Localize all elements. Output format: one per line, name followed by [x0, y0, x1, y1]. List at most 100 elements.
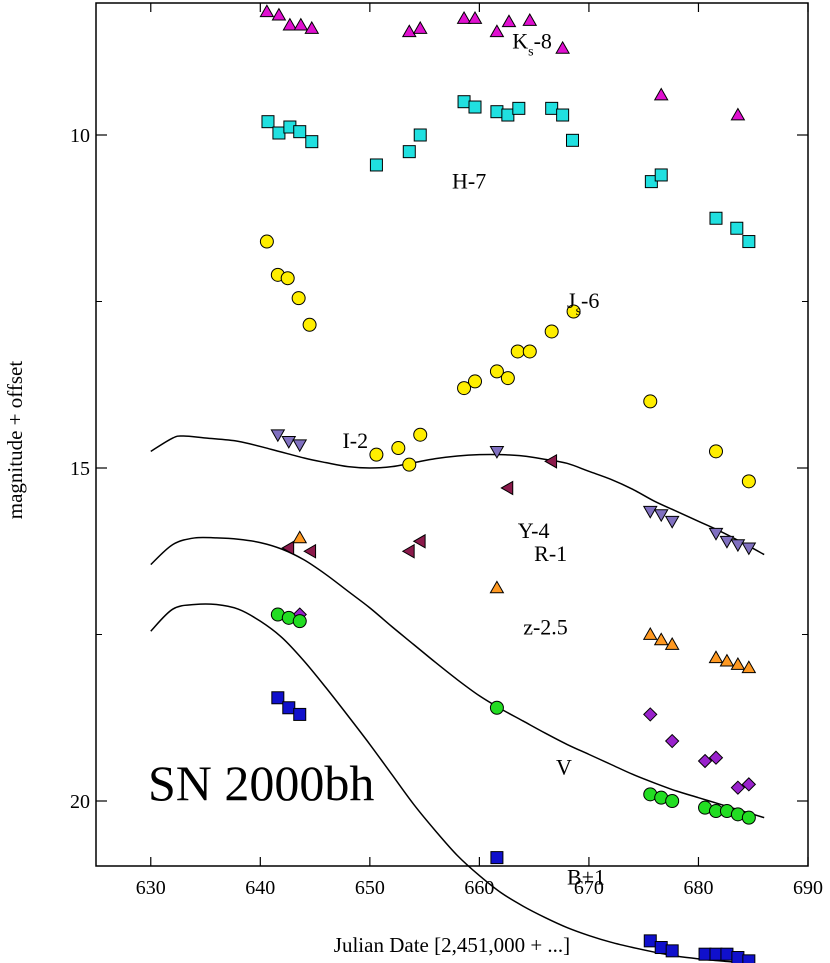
- data-point: [643, 394, 658, 409]
- data-point: [402, 145, 416, 159]
- y-axis-title: magnitude + offset: [3, 361, 27, 520]
- data-point: [730, 539, 746, 553]
- data-point: [292, 530, 308, 544]
- data-point: [500, 480, 514, 496]
- data-point: [468, 374, 483, 389]
- data-point: [731, 951, 745, 963]
- data-point: [413, 128, 427, 142]
- data-point: [501, 108, 515, 122]
- template-curves: [150, 435, 765, 963]
- data-point: [664, 733, 680, 749]
- data-point: [303, 543, 317, 559]
- data-point: [512, 101, 526, 115]
- data-point: [401, 543, 415, 559]
- data-point: [544, 453, 558, 469]
- data-point: [489, 700, 504, 715]
- template-curve: [150, 435, 765, 556]
- series-label: V: [556, 754, 572, 779]
- data-markers: [259, 4, 757, 963]
- data-point: [522, 344, 537, 359]
- data-point: [293, 707, 307, 721]
- data-point: [654, 168, 668, 182]
- data-point: [697, 753, 713, 769]
- series-label: Js-6: [567, 288, 599, 319]
- data-point: [653, 509, 669, 523]
- data-point: [719, 653, 735, 667]
- x-axis-title: Julian Date [2,451,000 + ...]: [334, 933, 570, 957]
- data-point: [708, 527, 724, 541]
- data-point: [741, 660, 757, 674]
- x-tick-label: 650: [355, 877, 385, 899]
- x-tick-label: 640: [245, 877, 275, 899]
- data-point: [665, 794, 680, 808]
- data-point: [565, 133, 579, 147]
- data-point: [490, 851, 504, 865]
- series-label: z-2.5: [523, 615, 568, 640]
- data-point: [468, 100, 482, 114]
- data-point: [412, 533, 426, 549]
- data-point: [271, 691, 285, 705]
- data-point: [741, 542, 757, 556]
- data-point: [709, 211, 723, 225]
- data-point: [304, 20, 320, 34]
- data-point: [730, 107, 746, 121]
- series-js-6: [259, 234, 756, 489]
- data-point: [642, 505, 658, 519]
- data-point: [642, 626, 658, 640]
- data-point: [545, 101, 559, 115]
- data-point: [457, 95, 471, 109]
- data-point: [501, 14, 517, 28]
- data-point: [730, 780, 746, 795]
- data-point: [664, 515, 680, 529]
- series-label: H-7: [452, 168, 486, 193]
- data-point: [698, 947, 712, 961]
- chart-title: SN 2000bh: [148, 755, 374, 811]
- data-point: [489, 24, 505, 38]
- data-point: [522, 12, 538, 26]
- data-point: [544, 324, 559, 339]
- data-point: [741, 810, 756, 825]
- data-point: [742, 235, 756, 249]
- data-point: [730, 656, 746, 670]
- data-point: [720, 947, 734, 961]
- series-v: [270, 607, 756, 825]
- data-point: [292, 614, 307, 629]
- data-point: [282, 17, 298, 31]
- data-point: [665, 944, 679, 958]
- data-point: [369, 158, 383, 172]
- x-tick-label: 670: [574, 877, 604, 899]
- x-tick-label: 680: [683, 877, 713, 899]
- series-label: Ks-8: [512, 28, 552, 59]
- series-b-1: [271, 691, 756, 963]
- data-point: [467, 10, 483, 24]
- series-y-4: [281, 453, 558, 559]
- data-point: [292, 439, 308, 453]
- plot-frame: [95, 2, 809, 867]
- data-point: [391, 441, 406, 456]
- x-tick-label: 660: [464, 877, 494, 899]
- y-tick-label: 20: [70, 791, 90, 813]
- data-point: [281, 435, 297, 449]
- series-r-1: [292, 530, 757, 674]
- data-point: [709, 947, 723, 961]
- data-point: [708, 444, 723, 459]
- data-point: [291, 291, 306, 306]
- y-tick-label: 15: [70, 458, 90, 480]
- data-point: [259, 234, 274, 249]
- data-point: [457, 381, 472, 396]
- data-point: [708, 750, 724, 765]
- data-point: [719, 535, 735, 549]
- x-tick-label: 690: [793, 877, 823, 899]
- data-point: [489, 445, 505, 459]
- series-labels: Ks-8 H-7 Js-6 Y-4 z-2.5 I-2 R-1 V B+1: [342, 28, 605, 889]
- data-point: [369, 447, 384, 462]
- template-curve: [150, 536, 765, 819]
- series-ks-8: [259, 4, 746, 121]
- data-point: [412, 20, 428, 34]
- data-point: [653, 632, 669, 646]
- data-point: [664, 636, 680, 650]
- series-i-2: [270, 429, 757, 556]
- data-point: [456, 10, 472, 24]
- data-point: [271, 7, 287, 21]
